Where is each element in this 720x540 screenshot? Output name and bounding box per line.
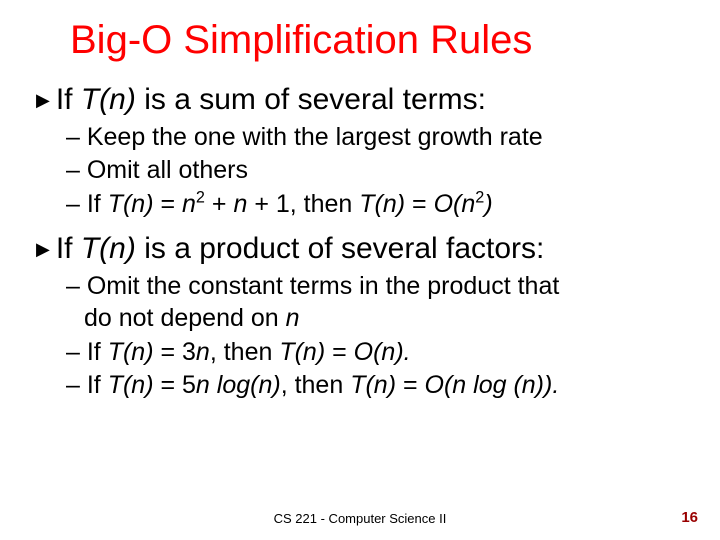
s: n [196,338,210,366]
s: – If [66,371,108,399]
bullet-2-emph: T(n) [81,232,136,265]
s: O(n [434,190,476,218]
s: T(n) [108,338,154,366]
s: T(n) [108,190,154,218]
s: = [396,371,425,399]
s: = [405,190,434,218]
s: T(n) [108,371,154,399]
bullet-2-suffix: is a product of several factors: [136,232,545,265]
s: – If [66,338,108,366]
superscript: 2 [196,188,205,206]
s: = [154,190,183,218]
sub-1-2: – Omit all others [66,154,690,187]
slide-title: Big-O Simplification Rules [70,18,690,63]
s: n [233,190,247,218]
bullet-arrow-icon: ▶ [36,239,50,260]
sub-2-3: – If T(n) = 5n log(n), then T(n) = O(n l… [66,369,690,402]
sub-1-3: – If T(n) = n2 + n + 1, then T(n) = O(n2… [66,188,690,221]
s: + 1, then [247,190,359,218]
bullet-1-text: If T(n) is a sum of several terms: [56,81,486,119]
s: – Omit the constant terms in the product… [66,272,559,300]
s: n [286,304,300,332]
s: n [182,190,196,218]
s: = 5 [154,371,196,399]
slide-container: Big-O Simplification Rules ▶ If T(n) is … [0,0,720,540]
s: = 3 [154,338,196,366]
s: T(n) [350,371,396,399]
bullet-2-prefix: If [56,232,81,265]
s: do not depend on [84,304,286,332]
sub-2-1: – Omit the constant terms in the product… [66,270,690,335]
sub-list-1: – Keep the one with the largest growth r… [66,121,690,221]
s: , then [281,371,351,399]
s: n log(n) [196,371,281,399]
bullet-main-2: ▶ If T(n) is a product of several factor… [36,230,690,268]
s: , then [210,338,280,366]
s: O(n log (n)). [425,371,560,399]
sub-1-1: – Keep the one with the largest growth r… [66,121,690,154]
page-number: 16 [681,509,698,526]
s: – If [66,190,108,218]
sub-list-2: – Omit the constant terms in the product… [66,270,690,402]
footer-course: CS 221 - Computer Science II [0,511,720,526]
s: = [325,338,354,366]
bullet-arrow-icon: ▶ [36,90,50,111]
bullet-1-suffix: is a sum of several terms: [136,83,486,116]
bullet-1-emph: T(n) [81,83,136,116]
bullet-1-prefix: If [56,83,81,116]
bullet-main-1: ▶ If T(n) is a sum of several terms: [36,81,690,119]
s: T(n) [359,190,405,218]
s: ) [484,190,492,218]
s: + [205,190,234,218]
bullet-2-text: If T(n) is a product of several factors: [56,230,545,268]
superscript: 2 [475,188,484,206]
sub-2-2: – If T(n) = 3n, then T(n) = O(n). [66,336,690,369]
s: O(n). [354,338,411,366]
s: T(n) [279,338,325,366]
